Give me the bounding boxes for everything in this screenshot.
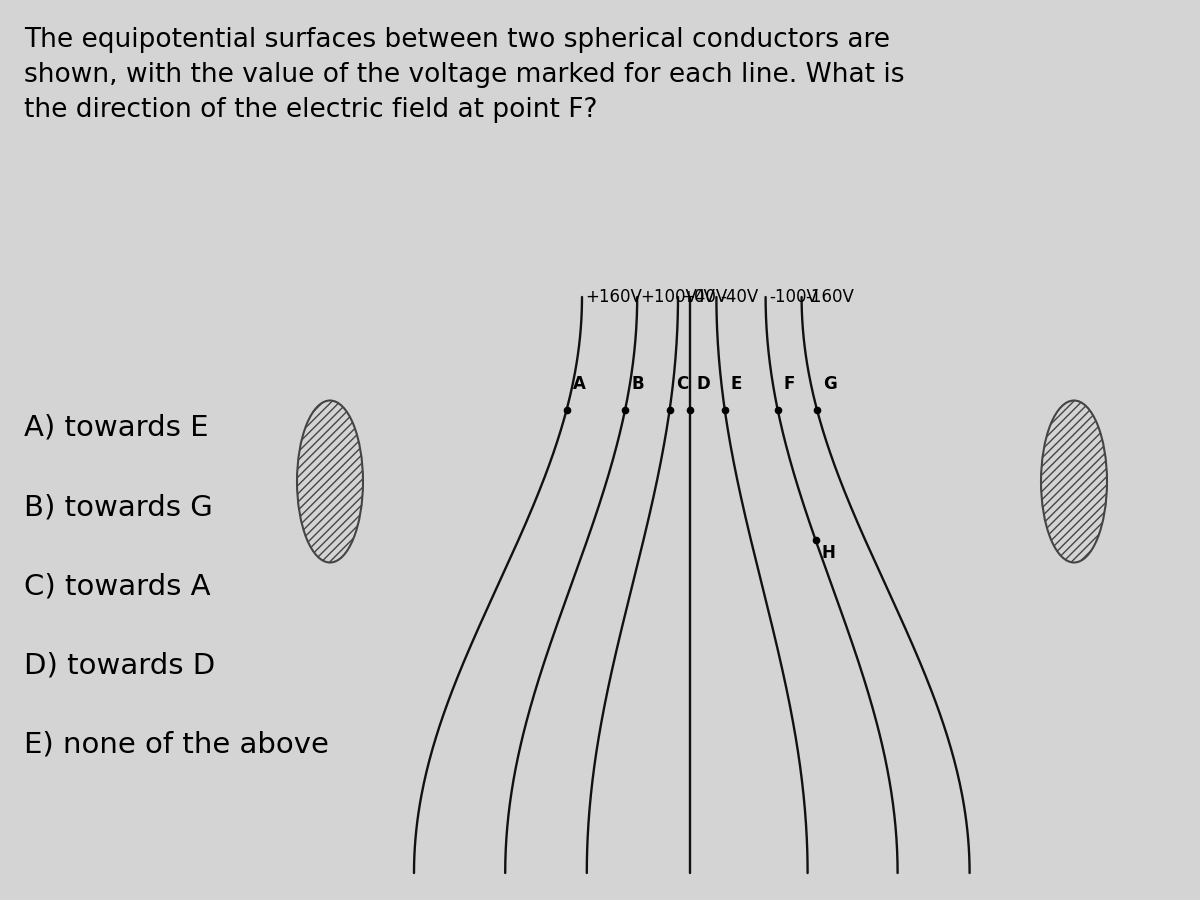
Text: The equipotential surfaces between two spherical conductors are
shown, with the : The equipotential surfaces between two s… — [24, 27, 905, 123]
Text: E) none of the above: E) none of the above — [24, 731, 329, 759]
Text: 0V: 0V — [694, 288, 715, 306]
Text: +160V: +160V — [586, 288, 642, 306]
Text: +40V: +40V — [682, 288, 727, 306]
Text: A) towards E: A) towards E — [24, 414, 209, 442]
Text: B: B — [631, 375, 643, 393]
Text: D) towards D: D) towards D — [24, 652, 215, 680]
Text: D: D — [696, 375, 709, 393]
Text: B) towards G: B) towards G — [24, 493, 212, 521]
Text: -40V: -40V — [720, 288, 758, 306]
Text: E: E — [731, 375, 742, 393]
Text: F: F — [784, 375, 796, 393]
Text: -160V: -160V — [805, 288, 854, 306]
Text: C) towards A: C) towards A — [24, 572, 210, 600]
Text: A: A — [572, 375, 586, 393]
Text: H: H — [822, 544, 835, 562]
Text: G: G — [823, 375, 836, 393]
Text: +100V: +100V — [641, 288, 697, 306]
Text: C: C — [676, 375, 688, 393]
Text: -100V: -100V — [769, 288, 818, 306]
